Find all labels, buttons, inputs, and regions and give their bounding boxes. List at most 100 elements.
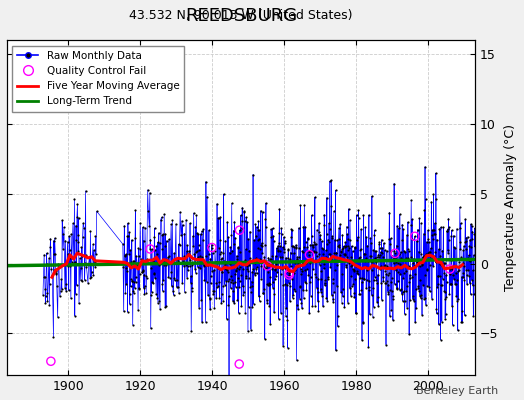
Point bbox=[431, 220, 439, 226]
Point bbox=[132, 274, 140, 280]
Point bbox=[454, 296, 463, 302]
Point bbox=[378, 244, 386, 251]
Point bbox=[293, 256, 301, 262]
Point bbox=[243, 219, 252, 225]
Point bbox=[306, 260, 314, 266]
Point bbox=[372, 277, 380, 283]
Point bbox=[301, 224, 310, 230]
Point bbox=[324, 236, 332, 243]
Point bbox=[242, 246, 250, 252]
Point bbox=[271, 261, 280, 268]
Point bbox=[280, 234, 288, 240]
Point bbox=[395, 225, 403, 231]
Point bbox=[297, 266, 305, 272]
Point bbox=[244, 268, 252, 274]
Point bbox=[221, 238, 230, 244]
Point bbox=[142, 290, 150, 296]
Point bbox=[64, 287, 73, 294]
Point bbox=[68, 259, 76, 265]
Point bbox=[435, 226, 444, 232]
Point bbox=[258, 240, 266, 246]
Point bbox=[449, 322, 457, 328]
Point bbox=[210, 267, 218, 273]
Point bbox=[447, 233, 455, 239]
Point bbox=[267, 252, 276, 259]
Point bbox=[271, 276, 279, 282]
Point bbox=[132, 278, 140, 285]
Point bbox=[406, 275, 414, 282]
Point bbox=[397, 291, 406, 297]
Point bbox=[426, 261, 434, 268]
Point bbox=[248, 283, 256, 289]
Point bbox=[66, 254, 74, 261]
Point bbox=[448, 266, 456, 272]
Point bbox=[384, 272, 392, 278]
Point bbox=[346, 254, 355, 260]
Point bbox=[411, 270, 420, 277]
Point bbox=[159, 231, 167, 237]
Point bbox=[294, 260, 302, 266]
Point bbox=[139, 224, 147, 230]
Point bbox=[285, 270, 293, 276]
Point bbox=[231, 234, 239, 241]
Point bbox=[248, 268, 256, 275]
Point bbox=[292, 357, 301, 364]
Point bbox=[339, 232, 347, 238]
Point bbox=[354, 234, 362, 240]
Point bbox=[208, 244, 216, 251]
Point bbox=[378, 296, 386, 303]
Point bbox=[41, 300, 50, 306]
Point bbox=[389, 317, 397, 323]
Point bbox=[66, 262, 74, 269]
Point bbox=[415, 215, 423, 221]
Point bbox=[215, 251, 224, 258]
Point bbox=[421, 164, 429, 170]
Point bbox=[332, 250, 341, 256]
Point bbox=[156, 306, 164, 312]
Point bbox=[162, 238, 171, 244]
Point bbox=[43, 298, 52, 304]
Point bbox=[304, 236, 312, 242]
Point bbox=[157, 214, 166, 220]
Point bbox=[416, 277, 424, 283]
Point bbox=[72, 282, 81, 288]
Point bbox=[343, 254, 351, 260]
Point bbox=[433, 284, 442, 290]
Point bbox=[461, 312, 469, 318]
Point bbox=[203, 242, 212, 249]
Point bbox=[301, 280, 310, 286]
Point bbox=[258, 250, 267, 256]
Point bbox=[442, 310, 450, 317]
Point bbox=[419, 254, 427, 260]
Point bbox=[211, 248, 219, 254]
Point bbox=[365, 212, 373, 218]
Point bbox=[277, 271, 285, 277]
Point bbox=[73, 201, 82, 208]
Point bbox=[194, 254, 202, 260]
Point bbox=[209, 291, 217, 298]
Point bbox=[236, 264, 244, 270]
Point bbox=[454, 327, 462, 334]
Point bbox=[428, 236, 436, 242]
Point bbox=[443, 228, 451, 234]
Point bbox=[321, 276, 330, 283]
Point bbox=[204, 251, 213, 258]
Point bbox=[363, 242, 372, 249]
Point bbox=[288, 227, 296, 233]
Point bbox=[432, 310, 441, 317]
Point bbox=[292, 244, 300, 250]
Point bbox=[73, 214, 81, 220]
Point bbox=[446, 266, 454, 272]
Point bbox=[446, 281, 455, 287]
Point bbox=[215, 278, 223, 285]
Point bbox=[312, 249, 320, 255]
Point bbox=[228, 248, 236, 254]
Point bbox=[180, 263, 188, 270]
Point bbox=[197, 296, 205, 303]
Point bbox=[79, 234, 87, 240]
Point bbox=[149, 258, 158, 264]
Point bbox=[370, 277, 378, 283]
Point bbox=[462, 234, 471, 241]
Point bbox=[154, 300, 162, 306]
Point bbox=[344, 300, 352, 306]
